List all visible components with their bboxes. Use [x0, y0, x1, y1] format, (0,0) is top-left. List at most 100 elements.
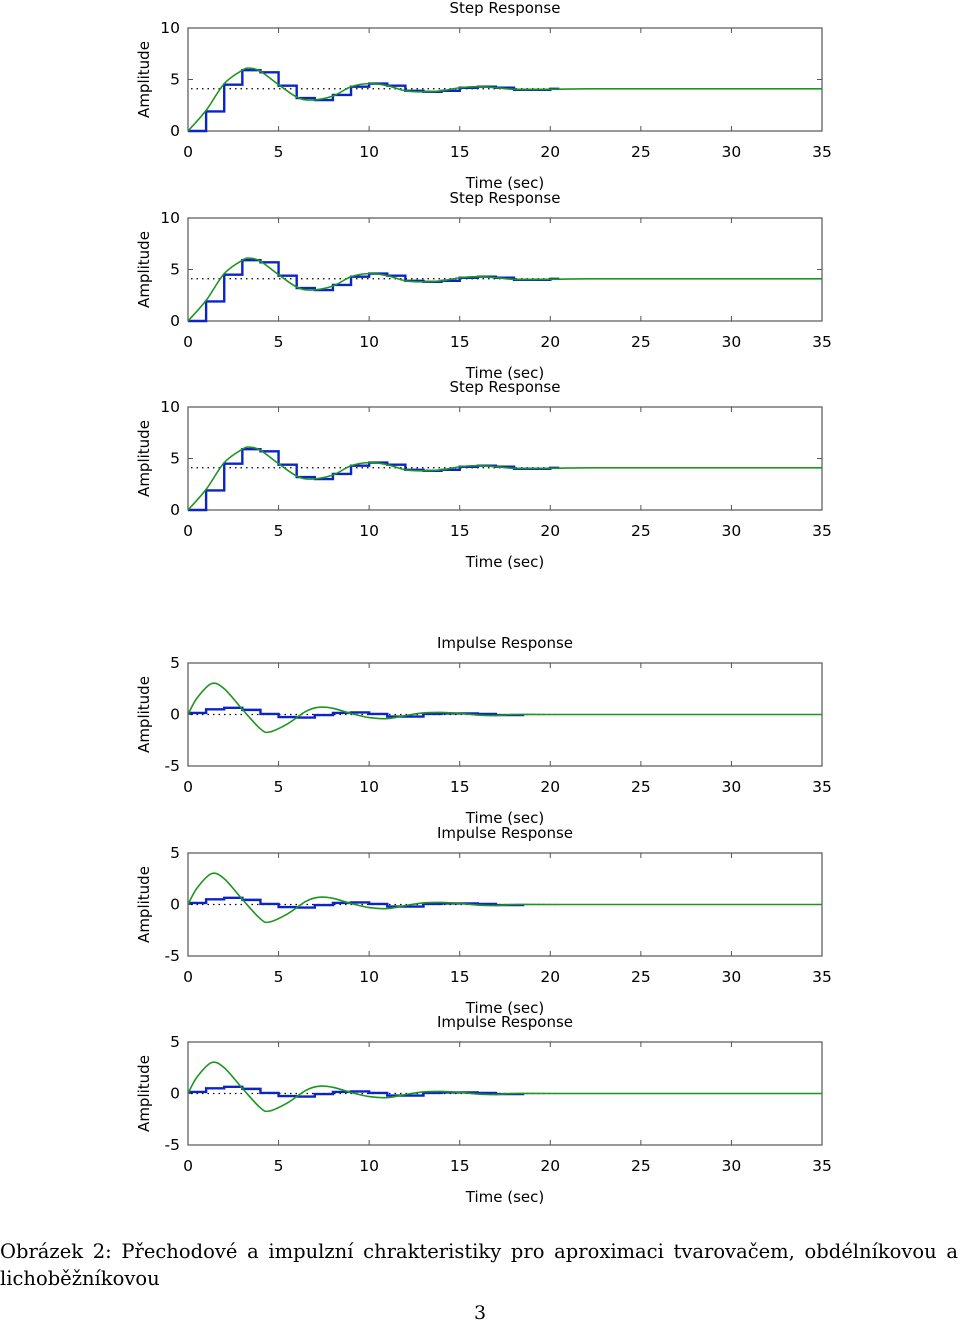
x-tick-label: 0: [183, 143, 193, 161]
y-axis-label: Amplitude: [135, 231, 153, 308]
series-line: [187, 67, 822, 132]
x-tick-label: 15: [450, 143, 470, 161]
plot-frame: [187, 406, 823, 511]
y-axis-label: Amplitude: [135, 41, 153, 118]
y-tick-label: 0: [170, 1085, 180, 1103]
figure: Step Response 0 5 10 15 20 25 30 35 0 5 10 Time (sec…: [135, 0, 832, 1206]
x-tick-label: 25: [631, 1157, 651, 1175]
y-tick-label: 5: [170, 1033, 180, 1051]
y-tick-label: 10: [160, 209, 180, 227]
x-tick-label: 35: [812, 333, 832, 351]
x-axis-label: Time (sec): [465, 364, 544, 382]
chart-title: Step Response: [450, 0, 561, 17]
x-tick-label: 10: [359, 522, 379, 540]
y-tick-label: -5: [165, 947, 180, 965]
y-tick-label: 5: [170, 844, 180, 862]
chart-title: Step Response: [450, 378, 561, 396]
x-tick-label: 25: [631, 143, 651, 161]
y-tick-label: -5: [165, 757, 180, 775]
plot-frame: [187, 27, 823, 132]
series-line: [187, 682, 822, 734]
x-tick-label: 15: [450, 333, 470, 351]
x-tick-label: 20: [540, 1157, 560, 1175]
x-tick-label: 20: [540, 778, 560, 796]
plot-frame: [187, 217, 823, 322]
y-tick-label: 0: [170, 706, 180, 724]
x-tick-label: 0: [183, 1157, 193, 1175]
y-axis-label: Amplitude: [135, 1055, 153, 1132]
x-tick-label: 35: [812, 968, 832, 986]
y-axis-label: Amplitude: [135, 420, 153, 497]
y-tick-label: 0: [170, 312, 180, 330]
x-tick-label: 35: [812, 778, 832, 796]
chart-3: Step Response 0 5 10 15 20 25 30 35 0 5 10 Time (sec…: [135, 378, 832, 571]
series-line: [187, 872, 822, 924]
x-tick-label: 25: [631, 333, 651, 351]
x-tick-label: 5: [274, 143, 284, 161]
x-tick-label: 5: [274, 778, 284, 796]
series-line: [187, 446, 822, 511]
x-axis-label: Time (sec): [465, 553, 544, 571]
chart-title: Step Response: [450, 189, 561, 207]
x-tick-label: 10: [359, 778, 379, 796]
x-tick-label: 30: [722, 522, 742, 540]
y-tick-label: -5: [165, 1136, 180, 1154]
y-tick-label: 0: [170, 122, 180, 140]
x-tick-label: 35: [812, 522, 832, 540]
x-tick-label: 0: [183, 778, 193, 796]
x-tick-label: 20: [540, 522, 560, 540]
x-tick-label: 10: [359, 143, 379, 161]
y-tick-label: 5: [170, 654, 180, 672]
x-tick-label: 20: [540, 143, 560, 161]
series-line: [187, 1061, 822, 1113]
y-tick-label: 0: [170, 501, 180, 519]
x-tick-label: 10: [359, 968, 379, 986]
x-tick-label: 5: [274, 522, 284, 540]
y-tick-label: 10: [160, 398, 180, 416]
x-tick-label: 15: [450, 522, 470, 540]
y-tick-label: 0: [170, 896, 180, 914]
x-tick-label: 10: [359, 333, 379, 351]
x-tick-label: 30: [722, 778, 742, 796]
series-line: [187, 257, 822, 322]
x-tick-label: 35: [812, 1157, 832, 1175]
x-tick-label: 30: [722, 143, 742, 161]
chart-2: Step Response 0 5 10 15 20 25 30 35 0 5 10 Time (sec…: [135, 189, 832, 382]
x-tick-label: 20: [540, 333, 560, 351]
chart-title: Impulse Response: [437, 1013, 573, 1031]
y-tick-label: 5: [170, 261, 180, 279]
x-tick-label: 5: [274, 968, 284, 986]
x-tick-label: 35: [812, 143, 832, 161]
x-tick-label: 30: [722, 1157, 742, 1175]
chart-1: Step Response 0 5 10 15 20 25 30 35 0 5 10 Time (sec…: [135, 0, 832, 192]
x-tick-label: 5: [274, 333, 284, 351]
y-tick-label: 5: [170, 71, 180, 89]
x-tick-label: 5: [274, 1157, 284, 1175]
x-tick-label: 0: [183, 522, 193, 540]
chart-title: Impulse Response: [437, 824, 573, 842]
x-tick-label: 15: [450, 778, 470, 796]
x-axis-label: Time (sec): [465, 1188, 544, 1206]
x-tick-label: 20: [540, 968, 560, 986]
x-tick-label: 15: [450, 1157, 470, 1175]
x-tick-label: 10: [359, 1157, 379, 1175]
x-tick-label: 30: [722, 968, 742, 986]
y-tick-label: 5: [170, 450, 180, 468]
y-axis-label: Amplitude: [135, 866, 153, 943]
chart-title: Impulse Response: [437, 634, 573, 652]
x-tick-label: 25: [631, 778, 651, 796]
x-axis-label: Time (sec): [465, 999, 544, 1017]
x-tick-label: 15: [450, 968, 470, 986]
x-tick-label: 25: [631, 522, 651, 540]
x-tick-label: 0: [183, 333, 193, 351]
y-axis-label: Amplitude: [135, 676, 153, 753]
x-axis-label: Time (sec): [465, 174, 544, 192]
page-number: 3: [473, 1302, 487, 1324]
x-tick-label: 0: [183, 968, 193, 986]
y-tick-label: 10: [160, 19, 180, 37]
x-tick-label: 25: [631, 968, 651, 986]
figure-caption: Obrázek 2: Přechodové a impulzní chrakte…: [0, 1240, 958, 1290]
